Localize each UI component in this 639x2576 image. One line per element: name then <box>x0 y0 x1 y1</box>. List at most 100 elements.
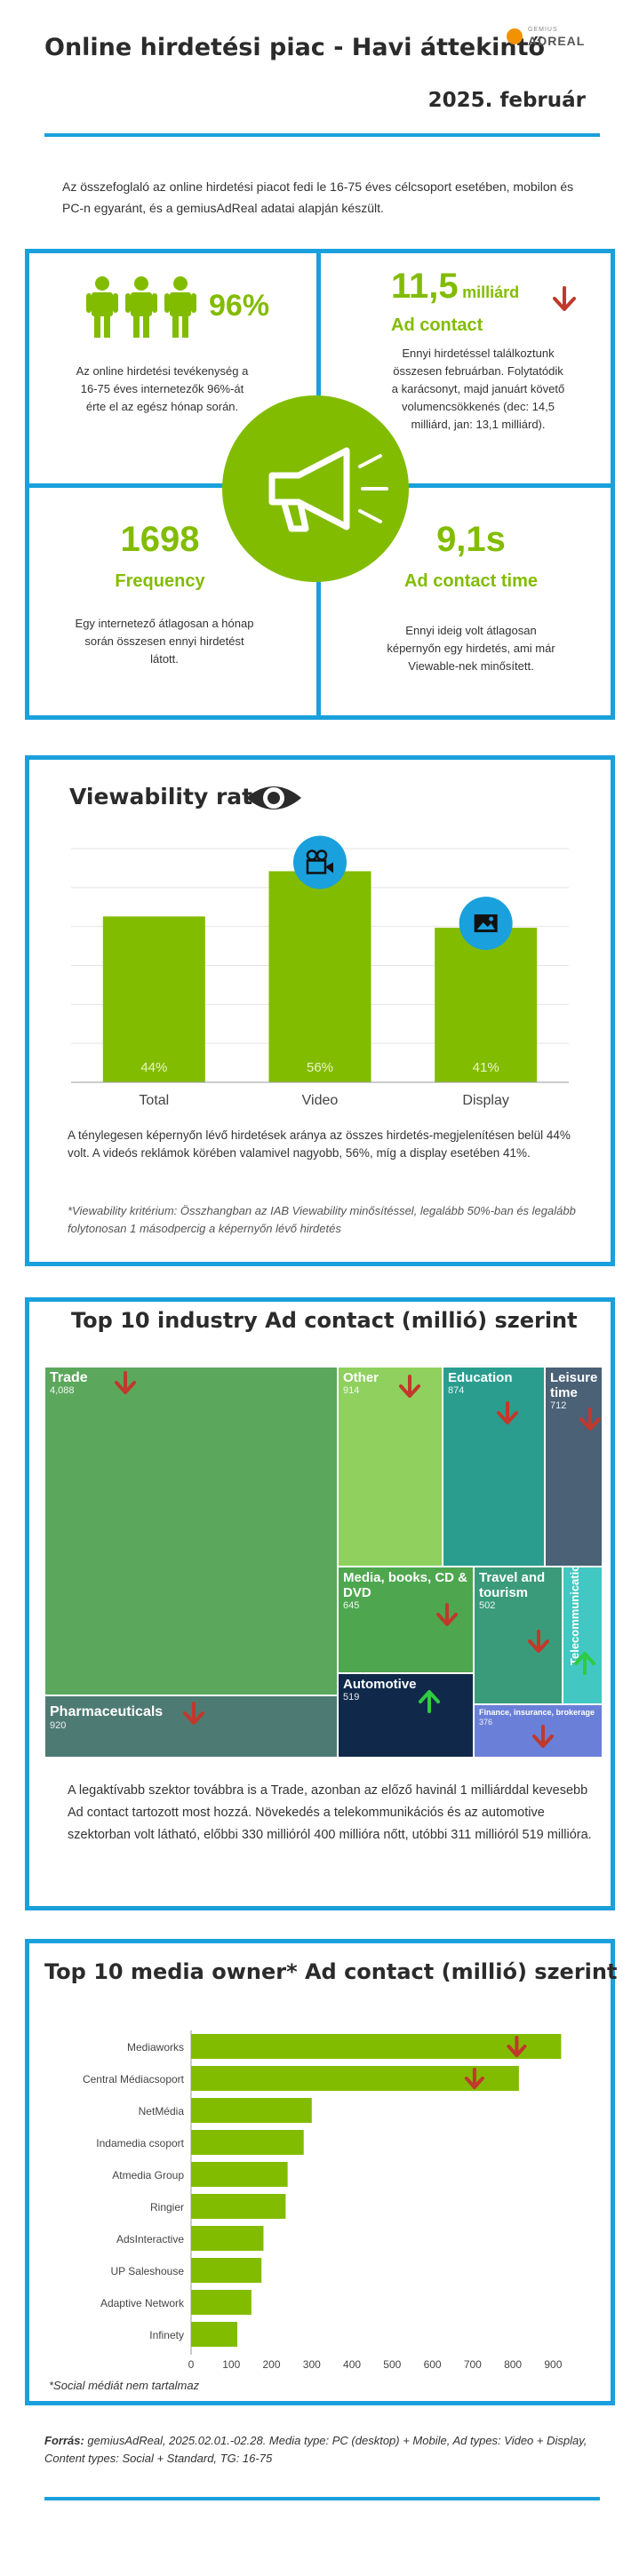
media-owner-bar <box>191 2130 304 2155</box>
arrow-down-icon <box>436 1603 458 1626</box>
viewability-bar <box>102 916 205 1082</box>
media-owner-label: UP Saleshouse <box>111 2265 185 2277</box>
treemap-value: 920 <box>50 1720 67 1731</box>
arrow-down-icon <box>399 1375 420 1398</box>
viewability-category-label: Display <box>462 1093 508 1108</box>
viewability-footnote: *Viewability kritérium: Összhangban az I… <box>68 1204 576 1235</box>
arrow-down-icon <box>115 1371 136 1394</box>
kpi-reach-text: Az online hirdetési tevékenység a 16-75 … <box>76 364 249 413</box>
media-owner-tick-label: 600 <box>424 2358 442 2371</box>
media-owner-label: Adaptive Network <box>100 2297 185 2309</box>
kpi-time-text: Ennyi ideig volt átlagosan képernyőn egy… <box>387 624 555 673</box>
viewability-bar <box>268 871 371 1082</box>
arrow-down-icon <box>464 2068 484 2089</box>
kpi-ad-contact-label: Ad contact <box>391 315 483 335</box>
image-icon <box>459 897 513 951</box>
arrow-down-icon <box>497 1401 518 1424</box>
viewability-chart: 44% Total 56% Video 41% Display <box>53 835 587 1120</box>
media-owner-label: Atmedia Group <box>112 2169 184 2181</box>
viewability-category-label: Video <box>302 1093 339 1108</box>
arrow-down-icon <box>183 1702 204 1725</box>
treemap-cell-travel-and-tourism: Travel and tourism 502 <box>474 1567 563 1704</box>
treemap-value: 645 <box>343 1600 360 1611</box>
industry-panel <box>25 1297 615 1910</box>
source-text: gemiusAdReal, 2025.02.01.-02.28. Media t… <box>44 2434 587 2465</box>
viewability-text: A ténylegesen képernyőn lévő hirdetések … <box>68 1128 571 1160</box>
header-divider <box>44 133 600 137</box>
arrow-up-icon <box>574 1652 595 1675</box>
media-owner-label: Central Médiacsoport <box>83 2073 185 2086</box>
treemap-label: Automotive <box>343 1677 417 1692</box>
industry-title: Top 10 industry Ad contact (millió) szer… <box>71 1308 578 1333</box>
source-label: Forrás: <box>44 2434 84 2447</box>
viewability-bar <box>435 928 538 1082</box>
kpi-frequency-value: 1698 <box>120 520 200 559</box>
kpi-ad-contact-unit: milliárd <box>462 283 520 301</box>
media-owner-tick-label: 500 <box>383 2358 401 2371</box>
treemap-label: Finance, insurance, brokerage <box>479 1708 595 1717</box>
eye-icon <box>244 780 303 820</box>
media-owner-bar <box>191 2322 238 2347</box>
media-owner-panel <box>25 1939 615 2405</box>
media-owner-label: Mediaworks <box>127 2041 184 2054</box>
megaphone-icon <box>222 395 409 582</box>
media-owner-bar <box>191 2162 288 2187</box>
treemap-cell-other: Other 914 <box>338 1367 443 1567</box>
media-owner-label: NetMédia <box>139 2105 185 2117</box>
media-owner-title: Top 10 media owner* Ad contact (millió) … <box>44 1959 618 1984</box>
treemap-value: 502 <box>479 1600 496 1611</box>
treemap-cell-media-books-cd-dvd: Media, books, CD & DVD 645 <box>338 1567 474 1673</box>
logo-small-text: GEMIUS <box>528 27 558 33</box>
arrow-up-icon <box>419 1690 440 1713</box>
viewability-panel <box>25 755 615 1266</box>
treemap-cell-finance-insurance-brokerage: Finance, insurance, brokerage 376 <box>474 1704 603 1758</box>
media-owner-label: Ringier <box>150 2201 184 2213</box>
media-owner-bar <box>191 2066 519 2091</box>
logo-main-text: ADREAL <box>528 34 586 48</box>
treemap-cell-automotive: Automotive 519 <box>338 1673 474 1758</box>
treemap-label: Other <box>343 1370 379 1385</box>
media-owner-label: Indamedia csoport <box>96 2137 184 2149</box>
media-owner-chart: Mediaworks Central Médiacsoport NetMédia In… <box>40 2026 600 2373</box>
kpi-ad-contact-value: 11,5 milliárd <box>391 267 519 307</box>
media-owner-footnote: *Social médiát nem tartalmaz <box>49 2379 200 2392</box>
treemap-cell-trade: Trade 4,088 <box>44 1367 338 1695</box>
treemap-value: 874 <box>448 1385 465 1396</box>
industry-treemap: Trade 4,088 Pharmaceuticals 920 Other 914 Educ… <box>44 1367 603 1758</box>
logo-icon <box>507 28 523 44</box>
treemap-label: Education <box>448 1370 513 1385</box>
media-owner-bar <box>191 2034 562 2059</box>
media-owner-tick-label: 200 <box>263 2358 281 2371</box>
media-owner-tick-label: 400 <box>343 2358 361 2371</box>
treemap-cell-leisure-time: Leisure time 712 <box>545 1367 603 1567</box>
kpi-time-label: Ad contact time <box>403 571 539 591</box>
viewability-category-label: Total <box>139 1093 169 1108</box>
viewability-value-label: 41% <box>473 1060 499 1075</box>
treemap-value: 376 <box>479 1718 493 1727</box>
treemap-cell-telecommunications: Telecommunications400 <box>563 1567 603 1704</box>
treemap-value: 519 <box>343 1692 360 1703</box>
media-owner-label: AdsInteractive <box>116 2233 184 2245</box>
treemap-label: Telecommunications <box>568 1567 581 1665</box>
report-date: 2025. február <box>427 89 586 112</box>
media-owner-bar <box>191 2098 312 2123</box>
treemap-label: Travel and tourism <box>479 1570 546 1600</box>
kpi-reach-value: 96% <box>209 289 270 323</box>
kpi-ad-contact-text: Ennyi hirdetéssel találkoztunk összesen … <box>391 347 565 431</box>
treemap-label: Trade <box>50 1370 88 1385</box>
arrow-down-icon <box>528 1630 549 1653</box>
media-owner-bar <box>191 2258 262 2283</box>
page-title: Online hirdetési piac - Havi áttekintő <box>44 34 546 61</box>
treemap-value: 712 <box>550 1400 567 1411</box>
treemap-cell-education: Education 874 <box>443 1367 545 1567</box>
kpi-time-value: 9,1s <box>436 520 506 559</box>
treemap-value: 914 <box>343 1385 360 1396</box>
media-owner-tick-label: 0 <box>188 2358 195 2371</box>
video-camera-icon <box>293 835 347 889</box>
arrow-down-icon <box>532 1725 554 1748</box>
intro-text: Az összefoglaló az online hirdetési piac… <box>62 179 574 215</box>
kpi-ad-contact-number: 11,5 <box>391 267 459 306</box>
people-icon <box>84 275 198 339</box>
arrow-down-icon <box>579 1408 601 1431</box>
media-owner-tick-label: 100 <box>222 2358 240 2371</box>
